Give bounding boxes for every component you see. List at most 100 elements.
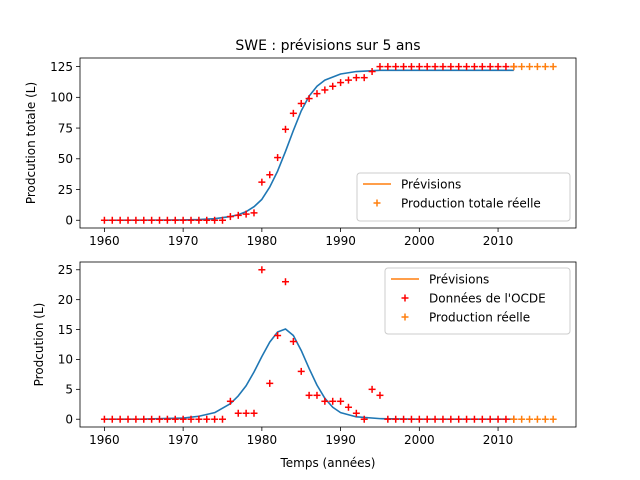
observed-point (266, 171, 274, 179)
observed-point (140, 216, 148, 224)
observed-point (297, 367, 305, 375)
observed-point (171, 415, 179, 423)
observed-point (400, 63, 408, 71)
observed-point (100, 415, 108, 423)
legend: Prévisions Données de l'OCDE Production ré… (384, 267, 571, 335)
legend-box (356, 172, 571, 222)
legend-label: Production totale réelle (401, 196, 541, 210)
x-tick-label: 1990 (325, 433, 356, 447)
legend-label: Données de l'OCDE (429, 291, 546, 305)
observed-point (313, 391, 321, 399)
observed-point (423, 415, 431, 423)
observed-point (234, 409, 242, 417)
observed-point (439, 63, 447, 71)
observed-point (116, 415, 124, 423)
observed-point (258, 266, 266, 274)
observed-point (266, 379, 274, 387)
observed-point (132, 415, 140, 423)
forecast-point (510, 415, 518, 423)
observed-point (281, 125, 289, 133)
y-tick-label: 5 (65, 383, 73, 397)
observed-point (321, 397, 329, 405)
observed-point (211, 415, 219, 423)
observed-point (337, 397, 345, 405)
y-tick-label: 0 (65, 413, 73, 427)
observed-point (376, 63, 384, 71)
y-tick-label: 100 (50, 91, 73, 105)
x-tick-label: 1960 (89, 433, 120, 447)
legend-box (384, 267, 571, 335)
observed-point (297, 99, 305, 107)
observed-point (219, 415, 227, 423)
observed-point (439, 415, 447, 423)
observed-point (352, 74, 360, 82)
observed-point (415, 415, 423, 423)
observed-point (211, 216, 219, 224)
observed-point (486, 415, 494, 423)
observed-point (148, 415, 156, 423)
observed-point (250, 409, 258, 417)
forecast-point (533, 63, 541, 71)
x-tick-label: 1970 (168, 234, 199, 248)
observed-point (431, 63, 439, 71)
legend-label: Prévisions (429, 272, 489, 286)
observed-point (140, 415, 148, 423)
observed-point (494, 415, 502, 423)
x-tick-label: 1990 (325, 234, 356, 248)
observed-point (502, 415, 510, 423)
observed-point (203, 216, 211, 224)
observed-point (337, 79, 345, 87)
observed-point (321, 86, 329, 94)
legend: Prévisions Production totale réelle (356, 172, 571, 222)
forecast-point (549, 63, 557, 71)
x-tick-label: 1980 (247, 433, 278, 447)
observed-point (242, 409, 250, 417)
forecast-point (518, 63, 526, 71)
observed-point (242, 210, 250, 218)
y-tick-label: 0 (65, 214, 73, 228)
observed-point (132, 216, 140, 224)
observed-point (478, 63, 486, 71)
observed-point (258, 178, 266, 186)
observed-point (407, 415, 415, 423)
observed-point (179, 216, 187, 224)
observed-point (463, 63, 471, 71)
observed-point (392, 63, 400, 71)
observed-point (148, 216, 156, 224)
observed-point (108, 415, 116, 423)
observed-point (203, 415, 211, 423)
y-tick-label: 25 (58, 183, 73, 197)
observed-point (400, 415, 408, 423)
observed-point (415, 63, 423, 71)
panel-2: 1960 1970 1980 1990 2000 2010 0 5 10 15 20 25 Prodcu… (32, 261, 577, 470)
x-tick-label: 2000 (404, 234, 435, 248)
y-tick-label: 50 (58, 152, 73, 166)
observed-point (407, 63, 415, 71)
x-tick-label: 2000 (404, 433, 435, 447)
observed-point (376, 391, 384, 399)
forecast-point (526, 63, 534, 71)
forecast-point (518, 415, 526, 423)
x-tick-label: 1980 (247, 234, 278, 248)
observed-point (219, 216, 227, 224)
observed-point (447, 63, 455, 71)
legend-label: Production réelle (429, 310, 530, 324)
observed-point (486, 63, 494, 71)
forecast-point (541, 63, 549, 71)
x-axis-label: Temps (années) (280, 456, 376, 470)
observed-point (313, 90, 321, 98)
observed-point (305, 391, 313, 399)
legend-label: Prévisions (401, 177, 461, 191)
observed-point (163, 415, 171, 423)
x-tick-label: 2010 (483, 433, 514, 447)
observed-point (274, 332, 282, 340)
observed-point (281, 278, 289, 286)
y-tick-label: 25 (58, 263, 73, 277)
x-tick-label: 2010 (483, 234, 514, 248)
y-tick-label: 125 (50, 60, 73, 74)
observed-point (447, 415, 455, 423)
observed-point (368, 385, 376, 393)
observed-point (384, 63, 392, 71)
observed-point (289, 338, 297, 346)
